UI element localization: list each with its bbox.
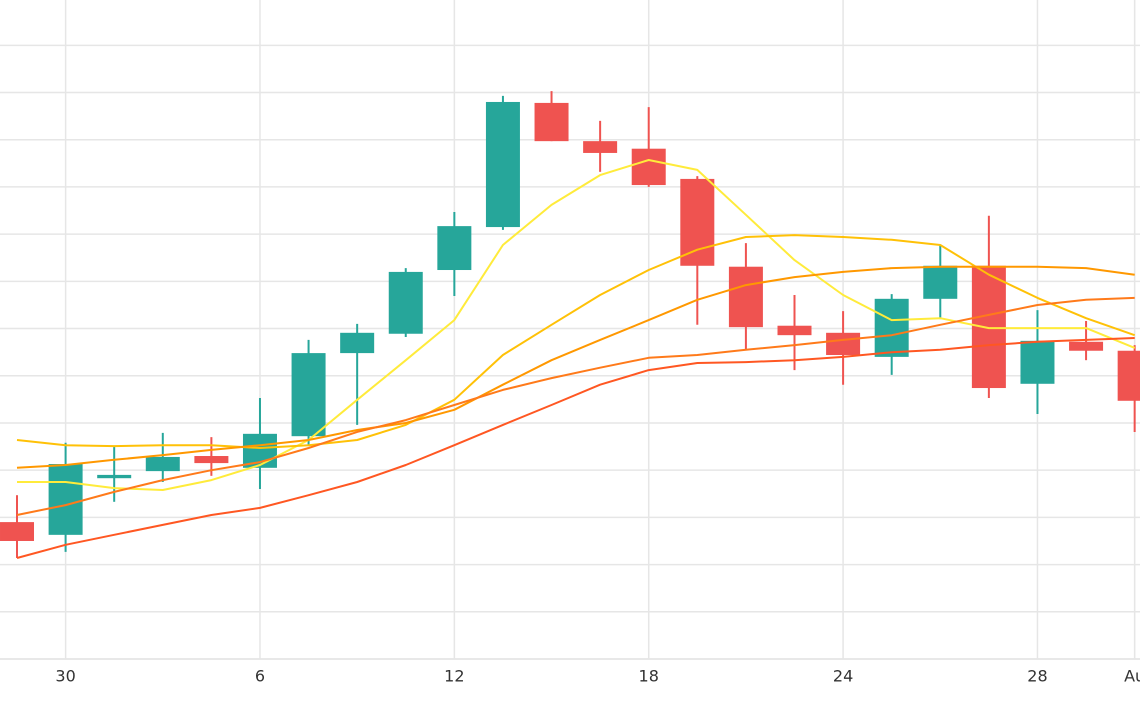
x-tick-label: 28: [1027, 667, 1047, 686]
candle-body: [340, 332, 375, 354]
candle-body: [534, 102, 569, 142]
x-tick-label: 12: [444, 667, 464, 686]
candle-body: [97, 474, 132, 479]
candle-body: [631, 148, 666, 186]
candle-body: [971, 265, 1006, 389]
x-tick-label: 30: [55, 667, 75, 686]
candle-body: [680, 178, 715, 266]
candle-body: [874, 298, 909, 357]
candle-body: [145, 456, 180, 472]
candle-body: [0, 522, 35, 541]
moving-average-line: [16, 234, 1136, 449]
candle-body: [923, 265, 958, 299]
candle-body: [1117, 350, 1140, 401]
moving-average-line: [16, 265, 1135, 469]
candle-body: [437, 226, 472, 271]
candle-body: [485, 101, 520, 228]
candle-body: [291, 353, 326, 437]
x-tick-label: 6: [255, 667, 265, 686]
moving-average-line: [16, 296, 1135, 516]
candle-body: [194, 456, 229, 464]
candle-body: [826, 332, 861, 355]
candle-body: [388, 271, 423, 334]
candle-body: [777, 325, 812, 336]
moving-average-line: [17, 159, 1136, 491]
x-tick-label: 18: [639, 667, 659, 686]
candle-body: [728, 266, 763, 328]
candle-body: [1069, 341, 1104, 351]
candle-body: [583, 141, 618, 153]
x-tick-label: 24: [833, 667, 853, 686]
candle-body: [48, 464, 83, 535]
candle-body: [1020, 340, 1055, 384]
moving-average-line: [16, 337, 1135, 559]
x-tick-label: Au: [1124, 667, 1140, 686]
